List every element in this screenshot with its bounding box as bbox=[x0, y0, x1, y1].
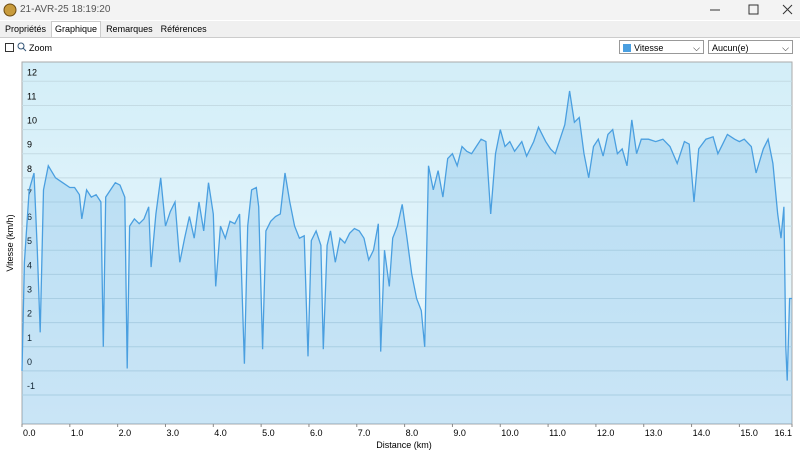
x-tick-label: 7.0 bbox=[358, 428, 371, 438]
tab[interactable]: Remarques bbox=[106, 24, 153, 34]
y-tick-label: 10 bbox=[27, 116, 37, 126]
app-icon bbox=[3, 3, 17, 17]
close-button[interactable] bbox=[782, 4, 793, 15]
series-line bbox=[21, 90, 792, 381]
y-tick-label: 11 bbox=[27, 91, 36, 101]
y-tick-label: 1 bbox=[27, 333, 32, 343]
y-tick-label: 5 bbox=[27, 236, 32, 246]
y-tick-label: 4 bbox=[27, 260, 32, 270]
y-tick-label: -1 bbox=[27, 381, 35, 391]
x-tick-label: 4.0 bbox=[214, 428, 227, 438]
series-name: Vitesse bbox=[634, 43, 664, 53]
x-tick-label: 2.0 bbox=[119, 428, 132, 438]
dropdown-arrow: ⌵ bbox=[693, 43, 700, 53]
x-tick-label: 9.0 bbox=[453, 428, 466, 438]
dropdown-arrow: ⌵ bbox=[782, 43, 789, 53]
series-select[interactable]: Vitesse ⌵ bbox=[619, 40, 704, 54]
x-tick-label: 16.1 bbox=[774, 428, 792, 438]
tab-bar: Propriétés Graphique Remarques Références bbox=[0, 21, 800, 38]
tab[interactable]: Graphique bbox=[51, 21, 102, 37]
y-axis-title: Vitesse (km/h) bbox=[5, 214, 15, 271]
x-tick-label: 6.0 bbox=[310, 428, 323, 438]
x-tick-label: 14.0 bbox=[693, 428, 711, 438]
y-tick-label: 2 bbox=[27, 309, 32, 319]
x-tick-label: 13.0 bbox=[645, 428, 663, 438]
title-icons bbox=[3, 3, 793, 17]
series-area bbox=[22, 91, 792, 424]
title-bar: 21-AVR-25 18:19:20 bbox=[0, 0, 800, 20]
y-tick-label: 9 bbox=[27, 140, 32, 150]
toolbar: Zoom Vitesse ⌵ Aucun(e) ⌵ bbox=[0, 38, 800, 58]
x-tick-label: 5.0 bbox=[262, 428, 275, 438]
y-tick-label: 6 bbox=[27, 212, 32, 222]
window-title: 21-AVR-25 18:19:20 bbox=[20, 4, 111, 15]
y-tick-label: 8 bbox=[27, 164, 32, 174]
zoom-label[interactable]: Zoom bbox=[29, 43, 53, 53]
x-tick-label: 3.0 bbox=[166, 428, 179, 438]
x-tick-label: 11.0 bbox=[549, 428, 566, 438]
maximize-button[interactable] bbox=[748, 4, 759, 15]
y-tick-label: 0 bbox=[27, 357, 32, 367]
zoom-icon bbox=[22, 47, 27, 52]
x-tick-label: 12.0 bbox=[597, 428, 615, 438]
tab[interactable]: Propriétés bbox=[5, 24, 47, 34]
zoom-icons bbox=[5, 42, 27, 52]
series-swatch bbox=[623, 44, 631, 52]
x-axis-title: Distance (km) bbox=[376, 440, 432, 450]
x-tick-label: 8.0 bbox=[406, 428, 419, 438]
x-tick-label: 10.0 bbox=[501, 428, 519, 438]
x-tick-label: 15.0 bbox=[740, 428, 758, 438]
y-tick-label: 12 bbox=[27, 67, 37, 77]
x-tick-label: 0.0 bbox=[23, 428, 36, 438]
second-select-text: Aucun(e) bbox=[712, 43, 749, 53]
zoom-icon bbox=[17, 42, 25, 50]
tab[interactable]: Références bbox=[160, 24, 207, 34]
zoom-checkbox[interactable] bbox=[5, 43, 14, 52]
x-tick-label: 1.0 bbox=[71, 428, 84, 438]
second-select[interactable]: Aucun(e) ⌵ bbox=[708, 40, 793, 54]
y-tick-label: 3 bbox=[27, 285, 32, 295]
chart: Vitesse (km/h) Distance (km) -1012345678… bbox=[5, 61, 793, 450]
